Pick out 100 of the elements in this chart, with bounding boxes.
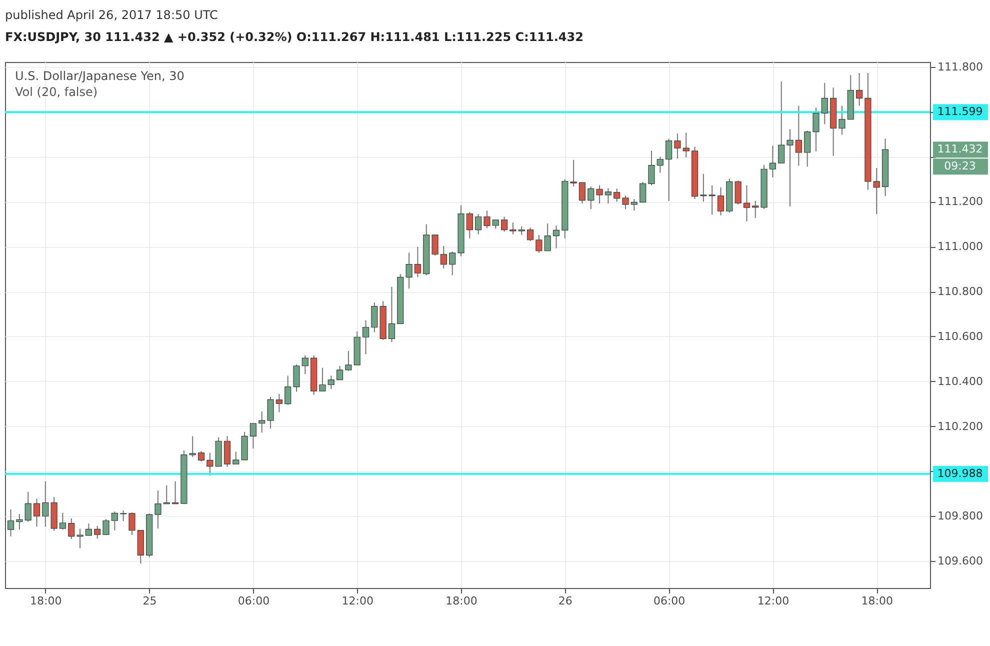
candlestick bbox=[526, 227, 534, 242]
candlestick bbox=[838, 105, 846, 136]
candlestick bbox=[622, 195, 629, 210]
candlestick bbox=[284, 375, 292, 406]
candlestick bbox=[484, 210, 490, 229]
x-tick-label: 18:00 bbox=[30, 594, 62, 608]
candlestick bbox=[769, 145, 776, 178]
candlestick bbox=[76, 528, 84, 549]
candlestick bbox=[674, 133, 681, 160]
candlestick bbox=[24, 491, 32, 522]
candlestick bbox=[648, 150, 655, 186]
candlestick bbox=[449, 251, 456, 276]
y-tick-label: 110.800 bbox=[938, 285, 983, 298]
candlestick bbox=[302, 354, 308, 375]
x-tick-label: 12:00 bbox=[757, 594, 790, 608]
candlestick bbox=[406, 252, 412, 290]
x-tick-label: 12:00 bbox=[342, 594, 374, 608]
candlestick bbox=[432, 234, 438, 256]
candlestick bbox=[536, 234, 542, 254]
candlestick bbox=[85, 523, 92, 536]
candlestick bbox=[440, 245, 447, 269]
candlestick bbox=[59, 512, 66, 530]
candlestick bbox=[656, 156, 664, 174]
annotation: Vol (20, false) bbox=[15, 85, 98, 99]
candlestick bbox=[743, 184, 750, 222]
candlestick bbox=[198, 450, 205, 462]
candlestick bbox=[804, 130, 811, 168]
candlestick bbox=[717, 186, 724, 216]
y-tick-label: 111.000 bbox=[938, 240, 983, 254]
y-tick-label: 111.800 bbox=[938, 60, 983, 74]
candlestick bbox=[544, 222, 551, 252]
candlestick bbox=[752, 200, 759, 219]
candlestick bbox=[388, 286, 396, 343]
candlestick bbox=[102, 518, 110, 536]
candlestick bbox=[128, 512, 136, 536]
candlestick bbox=[552, 225, 560, 249]
candlestick bbox=[206, 452, 214, 476]
text: 09:23 bbox=[944, 160, 976, 173]
text: U.S. Dollar/Japanese Yen, 30 bbox=[15, 69, 184, 83]
x-tick-label: 25 bbox=[142, 594, 157, 608]
candlestick bbox=[16, 513, 23, 530]
candlestick bbox=[570, 159, 577, 187]
candlestick bbox=[276, 393, 282, 413]
candlestick bbox=[812, 107, 820, 152]
candlestick bbox=[856, 72, 863, 106]
y-tick-label: 110.600 bbox=[938, 330, 983, 343]
candlestick bbox=[362, 320, 370, 355]
candlestick bbox=[224, 435, 231, 468]
candlestick bbox=[466, 212, 473, 239]
x-tick-label: 18:00 bbox=[446, 594, 478, 608]
candlestick bbox=[734, 180, 742, 205]
candlestick bbox=[666, 138, 672, 202]
candlestick bbox=[336, 365, 344, 380]
x-tick-label: 06:00 bbox=[653, 594, 686, 608]
candlestick bbox=[475, 214, 482, 235]
candlestick bbox=[640, 181, 646, 203]
candlestick bbox=[700, 173, 707, 202]
candlestick bbox=[708, 184, 716, 216]
candlestick bbox=[258, 410, 266, 434]
candlestick bbox=[232, 451, 240, 465]
candlestick bbox=[154, 490, 162, 529]
ref-line-label: 111.599 bbox=[937, 105, 983, 118]
candlestick bbox=[604, 187, 612, 204]
candlestick bbox=[120, 510, 127, 522]
candlestick bbox=[68, 518, 75, 540]
candlestick bbox=[501, 216, 508, 232]
candlestick bbox=[319, 367, 326, 392]
candlestick bbox=[94, 525, 101, 540]
candlestick bbox=[596, 184, 603, 204]
candlestick bbox=[293, 364, 300, 392]
candlestick bbox=[250, 422, 257, 450]
candlestick bbox=[414, 246, 422, 278]
candlestick bbox=[873, 168, 880, 215]
candlestick bbox=[821, 82, 828, 125]
x-tick-label: 26 bbox=[558, 594, 572, 608]
candlestick bbox=[267, 396, 274, 430]
y-tick-label: 110.200 bbox=[938, 420, 983, 433]
candlestick bbox=[33, 498, 40, 528]
text: 111.432 bbox=[937, 142, 983, 156]
ref-line-label: 109.988 bbox=[937, 466, 983, 480]
candlestick bbox=[42, 480, 49, 528]
candlestick bbox=[786, 128, 794, 207]
candlestick bbox=[7, 508, 14, 537]
text: published April 26, 2017 18:50 UTC bbox=[5, 8, 218, 22]
candlestick bbox=[795, 105, 802, 166]
candlestick bbox=[614, 188, 620, 202]
x-tick-label: 18:00 bbox=[861, 594, 893, 608]
candlestick bbox=[578, 182, 586, 204]
candlestick bbox=[682, 132, 690, 158]
x-tick-label: 06:00 bbox=[238, 594, 270, 608]
y-tick-label: 111.200 bbox=[938, 195, 983, 208]
candlestick bbox=[328, 375, 334, 390]
y-tick-label: 109.800 bbox=[938, 510, 983, 523]
candlestick bbox=[111, 511, 118, 531]
candlestick bbox=[778, 81, 785, 164]
candlestick bbox=[510, 222, 516, 235]
candlestick bbox=[345, 350, 352, 372]
candlestick bbox=[189, 436, 196, 458]
candlestick bbox=[588, 186, 594, 210]
candlestick bbox=[241, 431, 248, 460]
